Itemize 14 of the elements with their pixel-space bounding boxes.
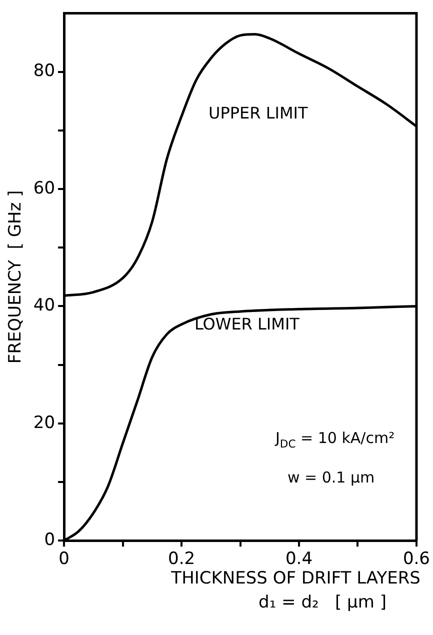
x-tick-label: 0.2 (168, 549, 196, 570)
y-tick-label: 60 (33, 178, 56, 198)
y-tick-label: 20 (33, 412, 56, 433)
y-tick-label: 0 (44, 530, 56, 550)
y-tick-label: 80 (33, 61, 56, 82)
y-axis-title: FREQUENCY [ GHz ] (6, 190, 26, 364)
x-axis-title: THICKNESS OF DRIFT LAYERS d₁ = d₂ [ μm ] (170, 568, 420, 613)
series-label: UPPER LIMIT (208, 104, 308, 123)
x-tick-label: 0.6 (402, 549, 430, 570)
x-tick-label: 0.4 (285, 549, 313, 570)
annotation: w = 0.1 μm (288, 468, 375, 487)
x-tick-label: 0 (58, 549, 70, 570)
y-tick-label: 40 (33, 296, 56, 316)
series-label: LOWER LIMIT (194, 314, 300, 334)
